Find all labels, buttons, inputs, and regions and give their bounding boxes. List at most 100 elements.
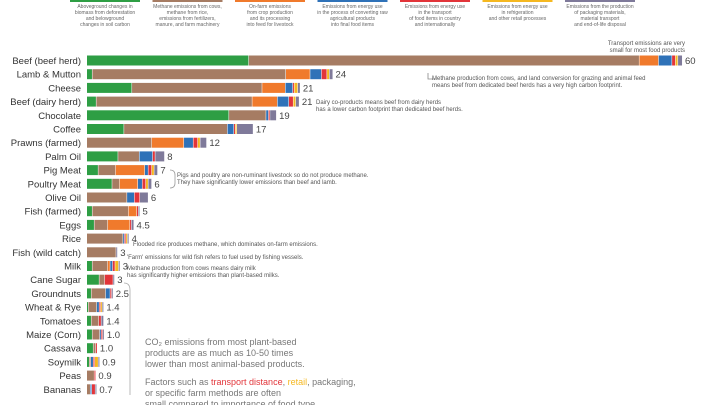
bar-segment <box>234 124 236 134</box>
total-value: 24 <box>336 70 347 81</box>
food-label: Maize (Corn) <box>26 330 81 341</box>
bar-segment <box>115 261 119 271</box>
bar-segment <box>266 110 269 121</box>
bar-segment <box>268 110 270 121</box>
legend-swatch <box>565 0 635 2</box>
bar-segment <box>148 178 152 189</box>
bar-segment <box>639 55 659 66</box>
bar-segment <box>295 96 299 107</box>
bar-segment <box>197 137 200 148</box>
bar-segment <box>95 384 97 395</box>
total-value: 21 <box>303 83 314 94</box>
legend-text: in the transport <box>418 10 452 16</box>
total-value: 0.9 <box>98 371 111 382</box>
bar-segment <box>252 96 278 107</box>
total-value: 6 <box>154 179 159 190</box>
food-label: Milk <box>64 262 81 273</box>
bar-segment <box>142 178 146 189</box>
food-label: Cheese <box>48 83 81 94</box>
bar-segment <box>128 206 137 217</box>
bar-segment <box>87 206 92 217</box>
total-value: 12 <box>209 138 220 149</box>
bar-segment <box>110 288 112 299</box>
bar-segment <box>87 82 132 93</box>
bar-segment <box>94 219 108 230</box>
bar-segment <box>227 124 234 134</box>
bar-segment <box>294 82 298 93</box>
bar-segment <box>87 370 94 381</box>
food-label: Prawns (farmed) <box>11 138 81 149</box>
food-label: Eggs <box>59 220 81 231</box>
bar-segment <box>87 288 91 299</box>
bar-segment <box>124 233 126 244</box>
bar-segment <box>152 151 155 162</box>
bar-segment <box>87 96 96 107</box>
total-value: 3 <box>120 248 125 259</box>
bar-segment <box>99 302 101 313</box>
legend-swatch <box>70 0 140 2</box>
bar-segment <box>87 110 229 121</box>
bar-segment <box>124 124 228 134</box>
total-value: 21 <box>302 97 313 108</box>
legend-text: changes in soil carbon <box>80 22 130 28</box>
bar-segment <box>193 137 198 148</box>
bar-segment <box>277 96 289 107</box>
note-text: lower than most animal-based products. <box>145 359 305 369</box>
bar-segment <box>87 384 90 395</box>
bar-segment <box>90 384 92 395</box>
legend-text: Methane emissions from cows, <box>153 4 222 10</box>
legend-text: in refrigeration <box>502 10 534 16</box>
bar-segment <box>96 96 252 107</box>
bar-segment <box>102 329 104 340</box>
total-value: 1.4 <box>106 316 119 327</box>
bar-segment <box>94 370 96 381</box>
bar-segment <box>144 165 148 176</box>
legend-text: Aboveground changes in <box>77 4 133 10</box>
bar-segment <box>288 96 293 107</box>
total-value: 0.9 <box>102 357 115 368</box>
bar-segment <box>155 151 165 162</box>
note-text: Pigs and poultry are non-ruminant livest… <box>177 173 369 179</box>
total-value: 3 <box>123 262 128 273</box>
bar-segment <box>87 219 94 230</box>
legend-swatch <box>482 0 553 2</box>
food-label: Beef (beef herd) <box>12 56 81 67</box>
legend-text: and belowground <box>86 16 125 22</box>
bar-segment <box>321 69 327 80</box>
bar-segment <box>672 55 676 66</box>
bar-segment <box>270 110 277 121</box>
food-label: Chocolate <box>38 111 81 122</box>
legend-text: of food items in country <box>409 16 461 22</box>
bar-segment <box>134 192 140 203</box>
legend-text: Emissions from energy use <box>405 4 466 10</box>
total-value: 5 <box>142 207 147 218</box>
legend-text: Emissions from the production <box>566 4 633 10</box>
note-text: small for most food products <box>610 48 685 54</box>
bracket <box>169 169 176 189</box>
bar-segment <box>286 69 310 80</box>
bar-segment <box>100 302 102 313</box>
bar-segment <box>138 178 142 189</box>
legend-text: Emissions from energy use <box>487 4 548 10</box>
legend-text: methane from rice, <box>167 10 209 16</box>
bar-segment <box>91 384 95 395</box>
bar-segment <box>237 124 253 134</box>
bar-segment <box>90 356 93 367</box>
bar-segment <box>658 55 672 66</box>
bar-segment <box>127 233 129 244</box>
bar-segment <box>119 178 138 189</box>
food-label: Palm Oil <box>45 152 81 163</box>
bar-segment <box>118 151 139 162</box>
bar-segment <box>87 233 123 244</box>
bar-segment <box>184 137 193 148</box>
bar-segment <box>151 165 154 176</box>
bar-segment <box>95 343 97 354</box>
bar-segment <box>262 82 286 93</box>
bar-segment <box>292 82 294 93</box>
total-value: 8 <box>167 152 172 163</box>
bar-segment <box>104 274 113 285</box>
bar-segment <box>130 219 132 230</box>
note-text: Transport emissions are very <box>608 41 685 47</box>
bar-segment <box>148 165 152 176</box>
